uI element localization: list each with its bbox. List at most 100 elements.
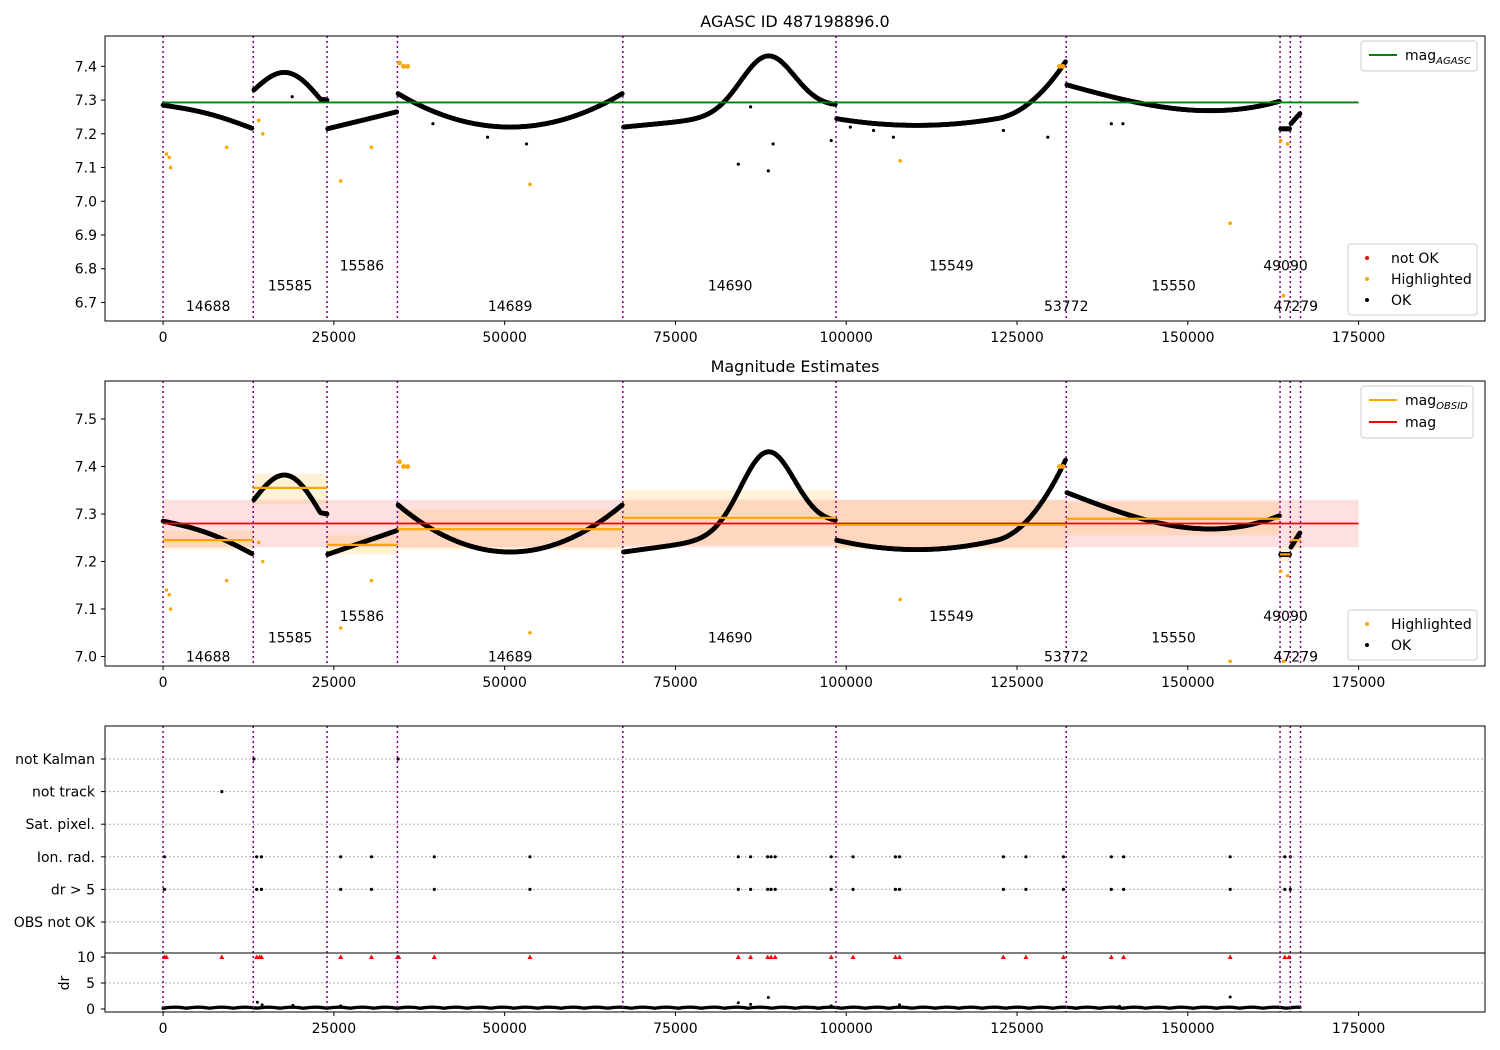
highlighted-point (528, 630, 532, 635)
y-tick-label: 7.0 (75, 194, 97, 210)
dr-clipped-marker (850, 954, 856, 959)
x-tick-label: 50000 (482, 675, 527, 691)
ok-points (160, 53, 1303, 132)
ok-points (160, 449, 1303, 557)
panel-2: 1468815585155861468914690155495377215550… (75, 357, 1486, 691)
obsid-label-9: 49090 (1263, 609, 1308, 625)
flag-row-label: dr > 5 (51, 882, 95, 898)
dr-outlier-point (736, 1001, 740, 1005)
ok-outlier-point (485, 135, 490, 139)
legend-line-label: mag (1405, 415, 1436, 431)
ok-point (249, 551, 255, 557)
x-tick-label: 50000 (482, 330, 527, 346)
highlighted-point (401, 464, 406, 469)
highlighted-point (1060, 464, 1066, 469)
ok-outlier-point (1109, 122, 1113, 126)
ok-point (619, 91, 625, 97)
ok-point (1063, 59, 1068, 65)
plot-area (160, 36, 1359, 321)
axes-frame (104, 380, 1486, 667)
ok-outlier-point (871, 128, 876, 133)
highlighted-point (256, 118, 261, 123)
dr-clipped-marker (1121, 954, 1127, 959)
flag-point (255, 887, 259, 892)
obsid-label-8: 15550 (1151, 279, 1196, 295)
dr-outlier-point (829, 1004, 833, 1008)
obsid-label-7: 53772 (1044, 299, 1089, 315)
highlighted-point (168, 165, 173, 170)
y-tick-label: 7.3 (75, 507, 97, 523)
x-tick-label: 125000 (990, 1021, 1043, 1037)
legend-top-box (1360, 40, 1478, 72)
dr-outlier-point (766, 996, 770, 1000)
y-tick-label: 6.8 (75, 262, 97, 278)
highlighted-point (397, 60, 402, 66)
dr-clipped-marker (892, 954, 898, 959)
plot-area (105, 726, 1485, 1012)
flag-row-label: OBS not OK (14, 915, 96, 931)
dr-clipped-marker (1023, 954, 1029, 959)
obsid-label-5: 14690 (708, 279, 753, 295)
x-tick-label: 25000 (312, 330, 357, 346)
obsid-label-2: 15585 (268, 631, 313, 647)
x-tick-label: 150000 (1161, 1021, 1214, 1037)
obsid-label-2: 15585 (268, 279, 313, 295)
flag-point (1024, 887, 1028, 892)
flag-point (1061, 887, 1066, 892)
obsid-label-9: 49090 (1263, 258, 1308, 274)
highlighted-point (1281, 293, 1286, 298)
flag-row-label: not track (32, 785, 96, 801)
dr-clipped-marker (765, 954, 771, 959)
ok-point (324, 511, 330, 517)
flag-point (1122, 855, 1126, 859)
obsid-label-6: 15549 (929, 258, 974, 274)
y-tick-label: 7.0 (75, 650, 97, 666)
flag-row-label: not Kalman (15, 752, 95, 768)
x-tick-label: 100000 (820, 1021, 873, 1037)
legend-subscript: AGASC (1435, 56, 1471, 67)
dr-clipped-marker (1282, 954, 1288, 959)
ok-outlier-point (290, 95, 294, 99)
highlighted-point (369, 145, 374, 150)
axes-frame (104, 725, 1486, 1013)
highlighted-point (1228, 221, 1232, 225)
highlighted-point (369, 578, 374, 583)
obsid-label-3: 15586 (340, 258, 385, 274)
x-tick-label: 25000 (312, 675, 357, 691)
flag-point (528, 855, 532, 859)
dr-clipped-marker (163, 954, 169, 959)
y-tick-label: 7.4 (75, 59, 97, 75)
highlighted-point (224, 145, 229, 150)
flag-point (829, 855, 833, 859)
ok-point (1063, 457, 1068, 463)
highlighted-point (164, 588, 169, 592)
highlighted-point (405, 464, 411, 469)
ok-outlier-point (829, 138, 833, 143)
y-tick-label: 7.4 (75, 460, 97, 476)
legend-marker-swatch (1365, 643, 1369, 647)
dr-tick-label: 10 (77, 950, 95, 966)
obsid-label-1: 14688 (186, 299, 231, 315)
x-tick-label: 0 (159, 675, 168, 691)
flag-point (1228, 855, 1232, 859)
ok-point (1297, 530, 1303, 536)
x-tick-label: 25000 (312, 1021, 357, 1037)
highlighted-point (338, 179, 343, 183)
x-tick-label: 75000 (653, 1021, 698, 1037)
ok-outlier-point (771, 142, 775, 146)
obsid-label-4: 14689 (488, 299, 533, 315)
dr-baseline-points (161, 1005, 1302, 1010)
dr-clipped-marker (1000, 954, 1006, 959)
x-tick-label: 125000 (990, 330, 1043, 346)
ok-point (619, 502, 625, 508)
ok-outlier-point (431, 122, 435, 126)
ok-outlier-point (1001, 128, 1005, 133)
flag-point (1228, 887, 1232, 892)
y-tick-label: 6.9 (75, 228, 97, 244)
axes-frame (104, 35, 1486, 322)
highlighted-point (401, 63, 406, 69)
highlighted-point (1060, 63, 1066, 69)
x-tick-label: 75000 (653, 675, 698, 691)
